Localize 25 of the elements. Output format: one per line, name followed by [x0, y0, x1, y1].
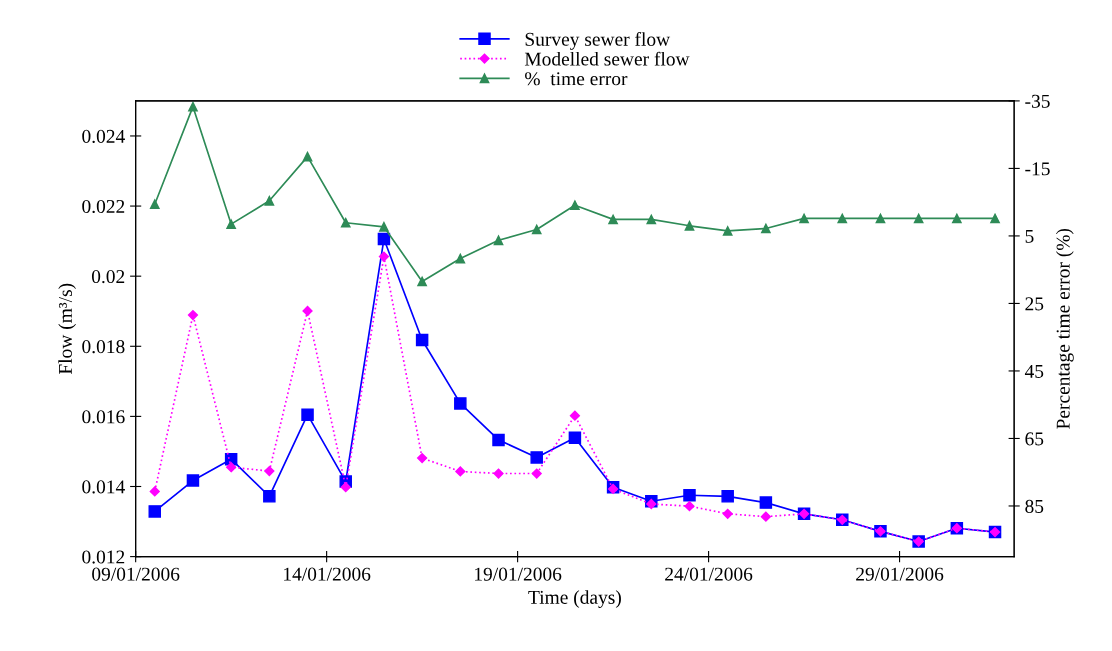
- x-tick-label: 09/01/2006: [92, 567, 180, 581]
- y-tick-label: 0.024: [82, 129, 125, 143]
- x-tick-label: 14/01/2006: [284, 567, 371, 581]
- y-tick-label: 0.012: [82, 550, 125, 564]
- y2-tick-label: 5: [1025, 229, 1034, 243]
- y2-axis-title: Percentage time error (%): [1056, 228, 1074, 429]
- legend-label: Survey sewer flow: [525, 31, 671, 50]
- legend-label: Modelled sewer flow: [524, 51, 690, 66]
- y-tick-label: 0.022: [82, 199, 125, 214]
- y2-tick-label: 25: [1025, 297, 1044, 311]
- y2-tick-label: 85: [1025, 499, 1044, 513]
- x-tick-label: 19/01/2006: [475, 567, 562, 581]
- x-axis-title: Time (days): [528, 590, 621, 608]
- y-axis-title: Flow (m³/s): [58, 283, 76, 375]
- y2-tick-label: -15: [1025, 162, 1050, 176]
- y2-tick-label: 45: [1024, 364, 1044, 378]
- y2-tick-label: -35: [1025, 94, 1050, 108]
- legend-label: % time error: [525, 72, 628, 86]
- y-tick-label: 0.02: [91, 269, 125, 284]
- y2-tick-label: 65: [1025, 432, 1044, 446]
- y-tick-label: 0.018: [82, 340, 125, 354]
- y-tick-label: 0.016: [82, 410, 125, 424]
- x-tick-label: 24/01/2006: [665, 567, 753, 581]
- x-tick-label: 29/01/2006: [856, 567, 944, 581]
- y-tick-label: 0.014: [82, 480, 125, 494]
